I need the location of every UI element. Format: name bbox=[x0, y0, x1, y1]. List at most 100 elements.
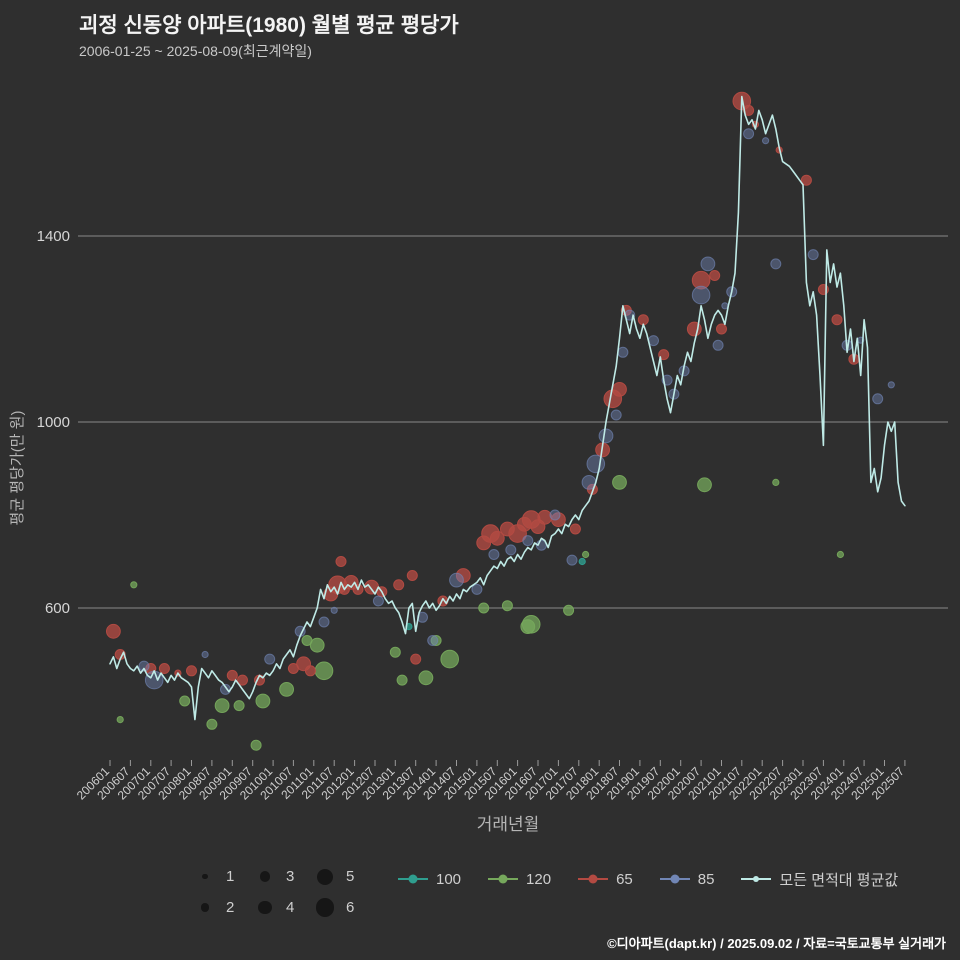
bubble-85 bbox=[807, 249, 819, 261]
chart-subtitle: 2006-01-25 ~ 2025-08-09(최근계약일) bbox=[79, 43, 312, 59]
series-legend-label: 120 bbox=[526, 870, 552, 888]
bubble-65 bbox=[335, 556, 347, 567]
series-marker-icon bbox=[398, 872, 428, 886]
bubble-120 bbox=[418, 670, 434, 686]
size-legend: 1 3 5 2 4 6 bbox=[192, 861, 372, 923]
avg-line-layer bbox=[109, 95, 906, 721]
bubble-85 bbox=[762, 137, 770, 145]
size-dot bbox=[200, 903, 210, 912]
bubble-120 bbox=[612, 475, 627, 490]
series-legend-item-100[interactable]: 100 bbox=[398, 871, 461, 888]
bubble-85 bbox=[872, 393, 884, 405]
size-legend-row: 2 4 6 bbox=[192, 892, 372, 923]
bubble-65 bbox=[410, 653, 422, 665]
bubble-120 bbox=[116, 716, 124, 724]
bubble-65 bbox=[551, 512, 566, 527]
bubble-85 bbox=[488, 549, 500, 560]
size-legend-label: 1 bbox=[226, 868, 235, 885]
size-dot bbox=[317, 868, 333, 885]
bubble-120 bbox=[836, 550, 845, 559]
bubble-85 bbox=[712, 339, 724, 351]
bubble-85 bbox=[887, 381, 895, 389]
size-legend-item[interactable]: 2 bbox=[192, 899, 252, 916]
chart-title: 괴정 신동양 아파트(1980) 월별 평균 평당가 bbox=[79, 14, 459, 37]
bubble-120 bbox=[233, 700, 245, 712]
size-dot bbox=[259, 871, 271, 882]
size-legend-row: 1 3 5 bbox=[192, 861, 372, 892]
bubble-65 bbox=[691, 270, 711, 290]
bubble-65 bbox=[237, 674, 248, 686]
y-tick-label: 600 bbox=[45, 600, 70, 617]
bubble-85 bbox=[372, 595, 384, 607]
bubble-65 bbox=[637, 314, 649, 326]
bubble-85 bbox=[610, 409, 622, 421]
size-legend-item[interactable]: 1 bbox=[192, 868, 252, 885]
bubble-65 bbox=[716, 323, 727, 335]
size-legend-item[interactable]: 5 bbox=[312, 868, 372, 885]
series-legend-item-120[interactable]: 120 bbox=[488, 871, 551, 888]
bubble-120 bbox=[563, 604, 575, 616]
size-legend-item[interactable]: 3 bbox=[252, 868, 312, 885]
size-legend-label: 2 bbox=[226, 899, 235, 916]
bubble-120 bbox=[130, 581, 138, 589]
series-legend-item-65[interactable]: 65 bbox=[578, 871, 633, 888]
bubble-65 bbox=[709, 270, 721, 281]
bubble-65 bbox=[537, 509, 553, 525]
bubble-120 bbox=[309, 637, 325, 653]
series-marker-icon bbox=[488, 872, 519, 886]
size-legend-item[interactable]: 6 bbox=[312, 898, 372, 917]
series-marker-dot bbox=[498, 874, 508, 884]
series-marker-dot bbox=[408, 874, 418, 884]
grid-layer bbox=[78, 235, 948, 609]
size-legend-item[interactable]: 4 bbox=[252, 899, 312, 916]
bubble-85 bbox=[138, 660, 150, 672]
bubble-layer bbox=[106, 91, 895, 751]
y-tick-label: 1400 bbox=[37, 228, 70, 245]
bubble-85 bbox=[471, 583, 483, 595]
bubble-120 bbox=[440, 649, 460, 669]
series-legend-label: 100 bbox=[436, 870, 462, 888]
series-marker-icon bbox=[659, 872, 690, 886]
bubble-85 bbox=[721, 302, 729, 310]
bubble-85 bbox=[598, 428, 614, 444]
bubble-120 bbox=[255, 693, 271, 709]
bubble-65 bbox=[158, 663, 170, 674]
bubble-65 bbox=[831, 314, 843, 326]
bubble-120 bbox=[478, 602, 490, 614]
series-legend-label: 모든 면적대 평균값 bbox=[779, 871, 899, 889]
series-marker-icon bbox=[741, 872, 772, 886]
bubble-85 bbox=[330, 606, 338, 614]
series-legend-item-85[interactable]: 85 bbox=[659, 871, 714, 888]
y-axis-title: 평균 평당가(만 원) bbox=[9, 411, 26, 526]
series-marker-dot bbox=[588, 874, 598, 884]
bubble-65 bbox=[186, 665, 197, 677]
bubble-85 bbox=[201, 650, 209, 659]
bubble-65 bbox=[612, 382, 627, 397]
bubble-120 bbox=[501, 600, 513, 612]
bubble-120 bbox=[430, 635, 442, 646]
series-marker-dot bbox=[753, 876, 760, 882]
series-legend-label: 65 bbox=[616, 870, 633, 888]
bubble-85 bbox=[505, 544, 517, 556]
bubble-65 bbox=[658, 349, 670, 361]
bubble-120 bbox=[396, 674, 408, 686]
bubble-120 bbox=[772, 478, 780, 486]
bubble-120 bbox=[697, 477, 712, 493]
bubble-120 bbox=[582, 550, 590, 559]
bubble-85 bbox=[449, 572, 464, 588]
legend: 1 3 5 2 4 6 100 120 65 85 모든 면적대 평균값 bbox=[0, 855, 960, 930]
bubble-85 bbox=[522, 535, 534, 547]
series-legend-item-모든 면적대 평균값[interactable]: 모든 면적대 평균값 bbox=[741, 869, 898, 890]
series-marker-icon bbox=[578, 872, 609, 886]
x-axis-title: 거래년월 bbox=[477, 815, 540, 834]
bubble-65 bbox=[489, 530, 505, 546]
bubble-65 bbox=[406, 570, 418, 581]
bubble-85 bbox=[427, 635, 439, 646]
size-dot-box bbox=[312, 868, 338, 885]
size-dot bbox=[315, 898, 335, 917]
series-marker-dot bbox=[670, 874, 680, 884]
size-legend-label: 5 bbox=[346, 868, 355, 885]
series-legend: 100 120 65 85 모든 면적대 평균값 bbox=[398, 867, 898, 891]
bubble-85 bbox=[700, 256, 716, 272]
